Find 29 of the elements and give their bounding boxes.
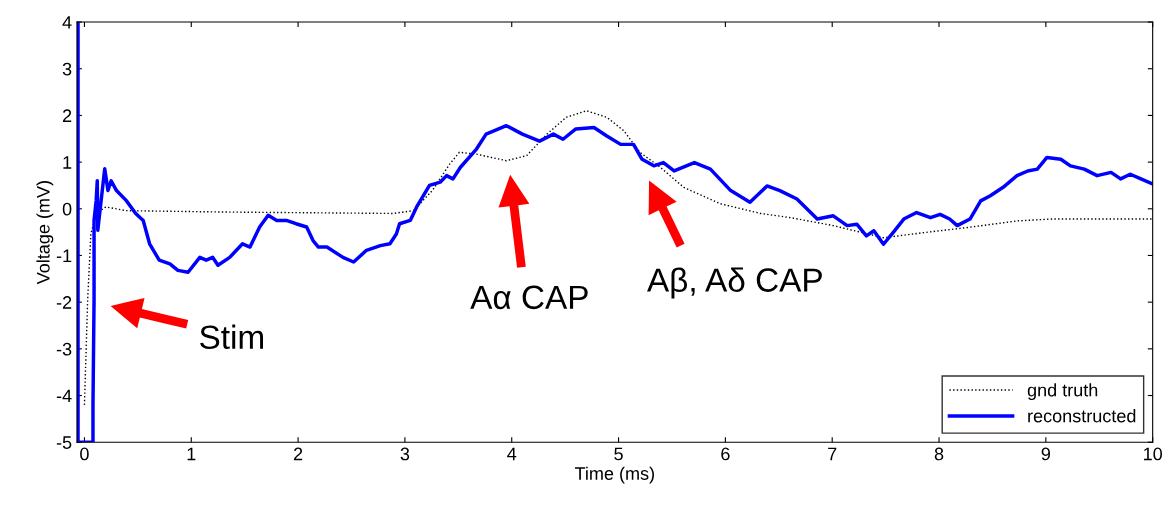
annotation: Aα CAP [470,285,588,310]
x-tick-label: 7 [828,447,837,461]
x-tick-label: 2 [293,447,303,461]
y-tick-label: 1 [63,156,72,169]
x-tick-label: 5 [614,447,623,461]
y-tick-label: 2 [62,109,72,122]
x-tick-label: 6 [721,447,730,461]
annotation: Aβ, Aδ CAP [647,267,822,299]
annotation: Stim [200,324,263,350]
x-axis-title: Time (ms) [574,466,654,484]
x-tick-label: 0 [80,447,89,461]
y-tick-label: -4 [56,389,72,403]
x-tick-label: 4 [507,447,517,461]
y-tick-label: 4 [62,16,72,29]
x-tick-label: 8 [934,447,944,461]
y-tick-label: -5 [56,436,72,449]
y-tick-label: 3 [62,62,72,76]
y-axis-title: Voltage (mV) [36,181,54,285]
y-tick-label: 0 [62,202,72,216]
y-tick-label: -2 [56,296,72,309]
x-tick-label: 9 [1041,447,1051,461]
legend-label: reconstructed [1028,409,1136,423]
line-series [76,22,1153,443]
y-tick-label: -1 [56,249,72,263]
x-tick-label: 10 [1144,447,1163,461]
x-tick-label: 3 [400,447,410,461]
x-tick-label: 1 [187,447,196,461]
legend-label: gnd truth [1027,383,1098,401]
y-tick-label: -3 [56,342,72,356]
